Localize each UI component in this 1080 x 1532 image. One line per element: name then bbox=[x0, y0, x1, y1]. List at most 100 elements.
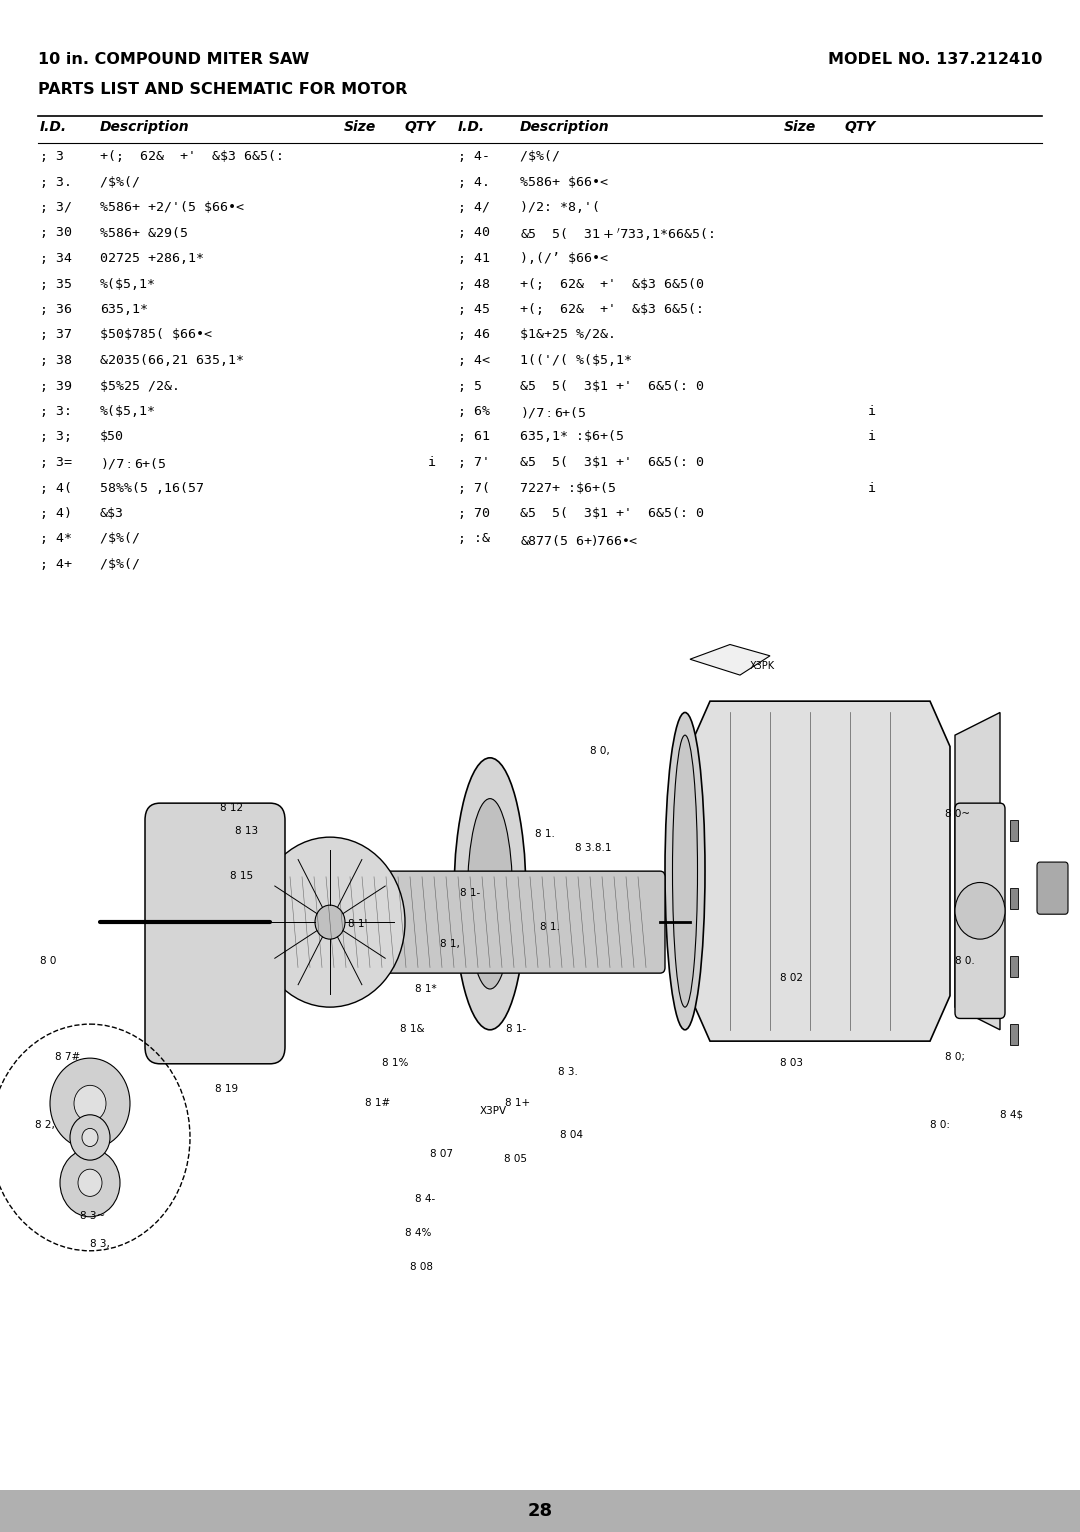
Text: MODEL NO. 137.212410: MODEL NO. 137.212410 bbox=[827, 52, 1042, 67]
Circle shape bbox=[60, 1149, 120, 1216]
Text: Description: Description bbox=[519, 119, 609, 133]
Text: 28: 28 bbox=[527, 1501, 553, 1520]
Text: )/$7 :$6+(5: )/$7 :$6+(5 bbox=[100, 457, 166, 470]
Bar bbox=[0, 1491, 1080, 1532]
Text: 10 in. COMPOUND MITER SAW: 10 in. COMPOUND MITER SAW bbox=[38, 52, 309, 67]
Text: ; 4/: ; 4/ bbox=[458, 201, 490, 214]
Text: X3PK: X3PK bbox=[750, 662, 775, 671]
Text: 8 05: 8 05 bbox=[504, 1155, 527, 1164]
Text: ; 3=: ; 3= bbox=[40, 457, 72, 469]
Text: &5  5(  3$1 +'  6&5(: 0: &5 5( 3$1 +' 6&5(: 0 bbox=[519, 457, 704, 469]
Text: /$%(/: /$%(/ bbox=[519, 150, 568, 162]
Text: 8 3.: 8 3. bbox=[558, 1068, 578, 1077]
Text: &5  5(  3$1 +'  6&5(: 0: &5 5( 3$1 +' 6&5(: 0 bbox=[519, 380, 704, 392]
Text: 8 19: 8 19 bbox=[215, 1085, 238, 1094]
Bar bbox=[1010, 1023, 1018, 1045]
Text: I.D.: I.D. bbox=[40, 119, 67, 133]
Text: QTY: QTY bbox=[845, 119, 876, 133]
Text: 8 1.: 8 1. bbox=[540, 922, 559, 931]
Circle shape bbox=[50, 1059, 130, 1149]
Text: /$%(/: /$%(/ bbox=[100, 533, 148, 545]
Text: 8 0: 8 0 bbox=[40, 956, 56, 967]
Text: 8 3.8.1: 8 3.8.1 bbox=[575, 843, 611, 853]
Text: ; :&: ; :& bbox=[458, 533, 490, 545]
Text: 8 03: 8 03 bbox=[780, 1059, 804, 1068]
Text: ; 48: ; 48 bbox=[458, 277, 490, 291]
Text: 8 3~: 8 3~ bbox=[80, 1212, 105, 1221]
Text: 8 07: 8 07 bbox=[430, 1149, 453, 1158]
Text: ; 34: ; 34 bbox=[40, 251, 72, 265]
FancyBboxPatch shape bbox=[145, 803, 285, 1063]
Text: ; 4*: ; 4* bbox=[40, 533, 72, 545]
Circle shape bbox=[75, 1085, 106, 1121]
Text: 8 1&: 8 1& bbox=[400, 1023, 424, 1034]
Text: 8 02: 8 02 bbox=[780, 973, 804, 984]
Text: 635,1*: 635,1* bbox=[100, 303, 148, 316]
Text: 8 7#: 8 7# bbox=[55, 1052, 80, 1063]
Text: 7227+ :$6+(5: 7227+ :$6+(5 bbox=[519, 481, 616, 495]
Text: i: i bbox=[428, 457, 436, 469]
Text: ; 5: ; 5 bbox=[458, 380, 482, 392]
Text: 8 1,: 8 1, bbox=[440, 939, 460, 950]
Text: &877(5 6+$)7 $66•<: &877(5 6+$)7 $66•< bbox=[519, 533, 638, 547]
Text: %($5,1*: %($5,1* bbox=[100, 277, 156, 291]
Text: ; 3:: ; 3: bbox=[40, 404, 72, 418]
Text: 8 2,: 8 2, bbox=[35, 1120, 55, 1131]
Text: ; 39: ; 39 bbox=[40, 380, 72, 392]
Text: QTY: QTY bbox=[405, 119, 436, 133]
Text: 8 1#: 8 1# bbox=[365, 1098, 390, 1108]
Text: ; 4.: ; 4. bbox=[458, 176, 490, 188]
Text: ; 3.: ; 3. bbox=[40, 176, 72, 188]
Text: 8 1+: 8 1+ bbox=[505, 1098, 530, 1108]
FancyBboxPatch shape bbox=[955, 803, 1005, 1019]
Bar bbox=[1010, 820, 1018, 841]
Text: 8 15: 8 15 bbox=[230, 872, 253, 881]
Text: +(;  62&  +'  &$3 6&5(:: +(; 62& +' &$3 6&5(: bbox=[519, 303, 704, 316]
Text: 8 1%: 8 1% bbox=[382, 1059, 408, 1068]
Text: +(;  62&  +'  &$3 6&5(:: +(; 62& +' &$3 6&5(: bbox=[100, 150, 284, 162]
Text: 8 0.: 8 0. bbox=[955, 956, 975, 967]
Text: $5%25 /2&.: $5%25 /2&. bbox=[100, 380, 180, 392]
Text: 8 13: 8 13 bbox=[235, 826, 258, 836]
Text: ; 4<: ; 4< bbox=[458, 354, 490, 368]
Text: 8 0,: 8 0, bbox=[590, 746, 610, 757]
Text: 8 3,: 8 3, bbox=[90, 1239, 110, 1250]
Text: &5  5(  3$1 +'  6&5(: 0: &5 5( 3$1 +' 6&5(: 0 bbox=[519, 507, 704, 519]
Text: 58%%(5 ,16(57: 58%%(5 ,16(57 bbox=[100, 481, 204, 495]
Text: ; 3;: ; 3; bbox=[40, 430, 72, 443]
Text: ; 6%: ; 6% bbox=[458, 404, 490, 418]
Text: 1(('/( %($5,1*: 1(('/( %($5,1* bbox=[519, 354, 632, 368]
Text: 8 4%: 8 4% bbox=[405, 1229, 431, 1238]
Text: 8 0;: 8 0; bbox=[945, 1052, 966, 1063]
Circle shape bbox=[255, 836, 405, 1007]
Text: ; 3: ; 3 bbox=[40, 150, 64, 162]
Text: 8 12: 8 12 bbox=[220, 803, 243, 813]
Text: $50$785( $66•<: $50$785( $66•< bbox=[100, 328, 212, 342]
Text: ; 40: ; 40 bbox=[458, 227, 490, 239]
Text: Size: Size bbox=[343, 119, 376, 133]
Text: ),(/’ $66•<: ),(/’ $66•< bbox=[519, 251, 608, 265]
Text: ; 45: ; 45 bbox=[458, 303, 490, 316]
Bar bbox=[1010, 956, 1018, 976]
Text: ; 35: ; 35 bbox=[40, 277, 72, 291]
Text: 8 4-: 8 4- bbox=[415, 1193, 435, 1204]
Text: /$%(/: /$%(/ bbox=[100, 558, 148, 571]
Text: PARTS LIST AND SCHEMATIC FOR MOTOR: PARTS LIST AND SCHEMATIC FOR MOTOR bbox=[38, 83, 407, 97]
Circle shape bbox=[70, 1115, 110, 1160]
Text: ; 36: ; 36 bbox=[40, 303, 72, 316]
Ellipse shape bbox=[665, 712, 705, 1030]
FancyBboxPatch shape bbox=[1037, 863, 1068, 915]
Text: ; 46: ; 46 bbox=[458, 328, 490, 342]
Bar bbox=[1010, 889, 1018, 908]
Text: i: i bbox=[868, 430, 876, 443]
Text: )/$7 :$6+(5: )/$7 :$6+(5 bbox=[519, 404, 586, 420]
Text: ; 4-: ; 4- bbox=[458, 150, 490, 162]
Text: Description: Description bbox=[100, 119, 190, 133]
Text: ; 61: ; 61 bbox=[458, 430, 490, 443]
Polygon shape bbox=[690, 702, 950, 1042]
Text: ; 4+: ; 4+ bbox=[40, 558, 72, 571]
Text: &$3: &$3 bbox=[100, 507, 124, 519]
Text: 8 0:: 8 0: bbox=[930, 1120, 950, 1131]
Text: $1&+25 %/2&.: $1&+25 %/2&. bbox=[519, 328, 616, 342]
Ellipse shape bbox=[673, 735, 698, 1007]
